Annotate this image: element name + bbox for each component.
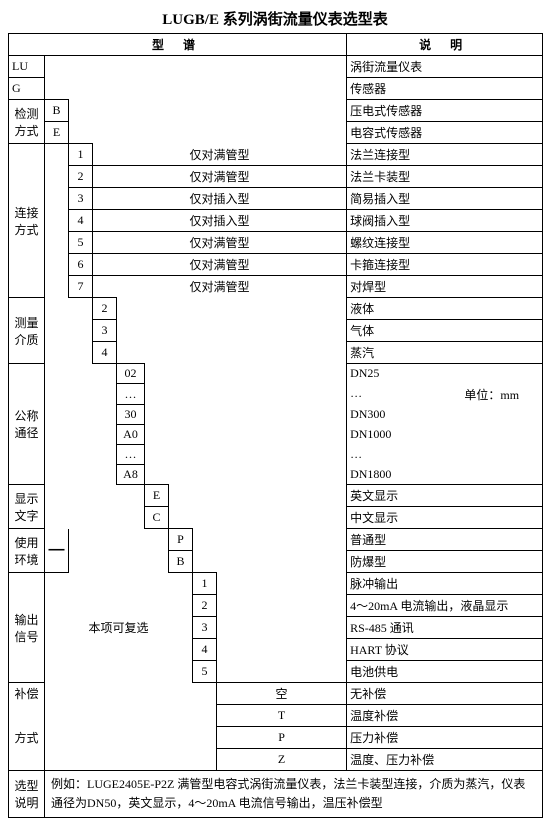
detect-code-e: E	[45, 122, 69, 144]
desc-g: 传感器	[347, 78, 543, 100]
conn-desc: 简易插入型	[347, 188, 543, 210]
page-title: LUGB/E 系列涡街流量仪表选型表	[8, 8, 542, 29]
out-code: 4	[193, 639, 217, 661]
conn-code: 2	[69, 166, 93, 188]
comp-code: 空	[217, 683, 347, 705]
env-desc: 普通型	[347, 529, 543, 551]
label-dn: 公称通径	[9, 364, 45, 485]
conn-mode: 仅对插入型	[93, 188, 347, 210]
dn-desc: DN25	[350, 366, 379, 380]
label-env: 使用环境	[9, 529, 45, 573]
dn-code: 30	[117, 405, 145, 425]
disp-code: C	[145, 507, 169, 529]
selection-table: 型 谱 说 明 LU 涡街流量仪表 G 传感器 检测方式 B 压电式传感器 E …	[8, 33, 543, 818]
medium-desc: 液体	[347, 298, 543, 320]
env-desc: 防爆型	[347, 551, 543, 573]
disp-desc: 中文显示	[347, 507, 543, 529]
env-code: P	[169, 529, 193, 551]
out-desc: RS-485 通讯	[347, 617, 543, 639]
conn-desc: 对焊型	[347, 276, 543, 298]
medium-desc: 气体	[347, 320, 543, 342]
multi-note: 本项可复选	[45, 573, 193, 683]
comp-code: P	[217, 727, 347, 749]
example-text: 例如：LUGE2405E-P2Z 满管型电容式涡街流量仪表，法兰卡装型连接，介质…	[45, 771, 543, 818]
conn-mode: 仅对满管型	[93, 276, 347, 298]
comp-desc: 温度、压力补偿	[347, 749, 543, 771]
label-disp: 显示文字	[9, 485, 45, 529]
conn-code: 6	[69, 254, 93, 276]
out-desc: HART 协议	[347, 639, 543, 661]
out-desc: 脉冲输出	[347, 573, 543, 595]
detect-code-b: B	[45, 100, 69, 122]
conn-code: 7	[69, 276, 93, 298]
out-code: 1	[193, 573, 217, 595]
dn-code: 02	[117, 364, 145, 384]
header-spectrum: 型 谱	[9, 34, 347, 56]
label-detect: 检测方式	[9, 100, 45, 144]
conn-mode: 仅对满管型	[93, 144, 347, 166]
conn-desc: 卡箍连接型	[347, 254, 543, 276]
header-desc: 说 明	[347, 34, 543, 56]
desc-lu: 涡街流量仪表	[347, 56, 543, 78]
dn-code: …	[117, 384, 145, 405]
label-sel: 选型说明	[9, 771, 45, 818]
conn-code: 3	[69, 188, 93, 210]
comp-code: Z	[217, 749, 347, 771]
conn-desc: 球阀插入型	[347, 210, 543, 232]
unit-label: 单位：mm	[464, 386, 519, 403]
dn-desc: …	[347, 445, 543, 465]
code-lu: LU	[9, 56, 45, 78]
medium-code: 2	[93, 298, 117, 320]
out-desc: 电池供电	[347, 661, 543, 683]
medium-desc: 蒸汽	[347, 342, 543, 364]
conn-mode: 仅对插入型	[93, 210, 347, 232]
disp-code: E	[145, 485, 169, 507]
code-g: G	[9, 78, 45, 100]
label-medium: 测量介质	[9, 298, 45, 364]
env-code: B	[169, 551, 193, 573]
dn-desc: DN300	[347, 405, 543, 425]
disp-desc: 英文显示	[347, 485, 543, 507]
out-code: 2	[193, 595, 217, 617]
comp-desc: 压力补偿	[347, 727, 543, 749]
medium-code: 4	[93, 342, 117, 364]
dn-desc: DN1800	[347, 465, 543, 485]
conn-code: 1	[69, 144, 93, 166]
conn-mode: 仅对满管型	[93, 166, 347, 188]
label-conn: 连接方式	[9, 144, 45, 298]
conn-desc: 螺纹连接型	[347, 232, 543, 254]
label-comp: 补偿	[9, 683, 45, 705]
conn-code: 5	[69, 232, 93, 254]
out-desc: 4～20mA 电流输出，液晶显示	[347, 595, 543, 617]
label-out: 输出信号	[9, 573, 45, 683]
dn-code: A0	[117, 425, 145, 445]
conn-desc: 法兰卡装型	[347, 166, 543, 188]
comp-desc: 无补偿	[347, 683, 543, 705]
conn-mode: 仅对满管型	[93, 254, 347, 276]
dn-desc: …	[350, 386, 362, 400]
conn-code: 4	[69, 210, 93, 232]
conn-mode: 仅对满管型	[93, 232, 347, 254]
comp-code: T	[217, 705, 347, 727]
medium-code: 3	[93, 320, 117, 342]
dn-code: A8	[117, 465, 145, 485]
label-ctype: 方式	[9, 705, 45, 771]
out-code: 5	[193, 661, 217, 683]
conn-desc: 法兰连接型	[347, 144, 543, 166]
dash-icon: —	[45, 529, 69, 573]
detect-desc-b: 压电式传感器	[347, 100, 543, 122]
out-code: 3	[193, 617, 217, 639]
detect-desc-e: 电容式传感器	[347, 122, 543, 144]
dn-code: …	[117, 445, 145, 465]
comp-desc: 温度补偿	[347, 705, 543, 727]
dn-desc: DN1000	[347, 425, 543, 445]
